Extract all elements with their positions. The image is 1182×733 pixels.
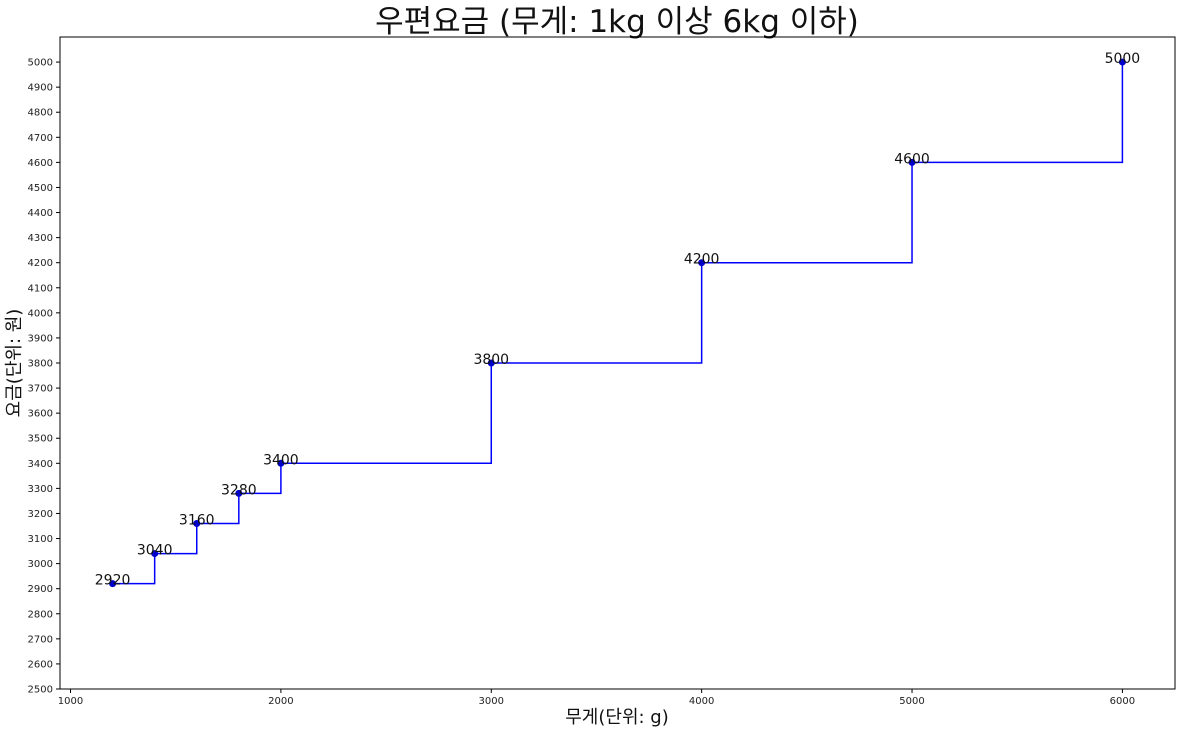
x-axis: 1000 2000 3000 4000 5000 6000: [58, 689, 1135, 707]
data-point: [1118, 58, 1126, 66]
y-tick-label: 3900: [28, 333, 53, 344]
y-tick-label: 4100: [28, 283, 53, 294]
step-line: [112, 62, 1124, 585]
y-tick-label: 4000: [28, 308, 53, 319]
y-axis: 2500 2600 2700 2800 2900 3000 3100 3200 3300 3400…: [28, 58, 60, 696]
y-tick-label: 3700: [28, 384, 53, 395]
y-tick-label: 4200: [28, 258, 53, 269]
data-label: 2920: [95, 573, 131, 589]
data-point: [193, 519, 201, 527]
y-tick-label: 4900: [28, 83, 53, 94]
y-tick-label: 3000: [28, 559, 53, 570]
x-tick-label: 4000: [689, 696, 714, 707]
y-tick-label: 2500: [28, 685, 53, 696]
data-label: 3160: [179, 512, 215, 528]
x-axis-title: 무게(단위: g): [565, 707, 669, 728]
data-label: 4600: [894, 151, 930, 167]
y-tick-label: 3200: [28, 509, 53, 520]
data-point: [698, 259, 706, 267]
data-point: [487, 359, 495, 367]
data-point: [109, 580, 117, 588]
y-tick-label: 5000: [28, 58, 53, 69]
y-tick-label: 4400: [28, 208, 53, 219]
y-tick-label: 2900: [28, 584, 53, 595]
y-tick-label: 3800: [28, 359, 53, 370]
data-label: 4200: [684, 252, 720, 268]
data-point: [277, 459, 285, 467]
y-tick-label: 2600: [28, 659, 53, 670]
y-tick-label: 4300: [28, 233, 53, 244]
y-tick-label: 2800: [28, 609, 53, 620]
y-tick-label: 4800: [28, 108, 53, 119]
y-tick-label: 4500: [28, 183, 53, 194]
y-tick-label: 3100: [28, 534, 53, 545]
chart-title: 우편요금 (무게: 1kg 이상 6kg 이하): [375, 4, 859, 40]
data-labels: 2920 3040 3160 3280 3400 3800 4200 4600 5000: [95, 51, 1140, 589]
y-tick-label: 4600: [28, 158, 53, 169]
data-label: 5000: [1105, 51, 1141, 67]
data-point: [235, 489, 243, 497]
data-label: 3800: [473, 352, 509, 368]
data-points: [109, 58, 1126, 588]
y-axis-title: 요금(단위: 원): [4, 309, 25, 418]
y-tick-label: 3400: [28, 459, 53, 470]
x-tick-label: 2000: [268, 696, 293, 707]
data-point: [151, 550, 159, 558]
data-label: 3280: [221, 482, 257, 498]
x-tick-label: 3000: [479, 696, 504, 707]
y-tick-label: 4700: [28, 133, 53, 144]
x-tick-label: 6000: [1110, 696, 1135, 707]
y-tick-label: 3500: [28, 434, 53, 445]
x-tick-label: 5000: [899, 696, 924, 707]
data-point: [908, 158, 916, 166]
y-tick-label: 3600: [28, 409, 53, 420]
data-label: 3040: [137, 543, 173, 559]
data-label: 3400: [263, 452, 299, 468]
y-tick-label: 2700: [28, 634, 53, 645]
x-tick-label: 1000: [58, 696, 83, 707]
y-tick-label: 3300: [28, 484, 53, 495]
